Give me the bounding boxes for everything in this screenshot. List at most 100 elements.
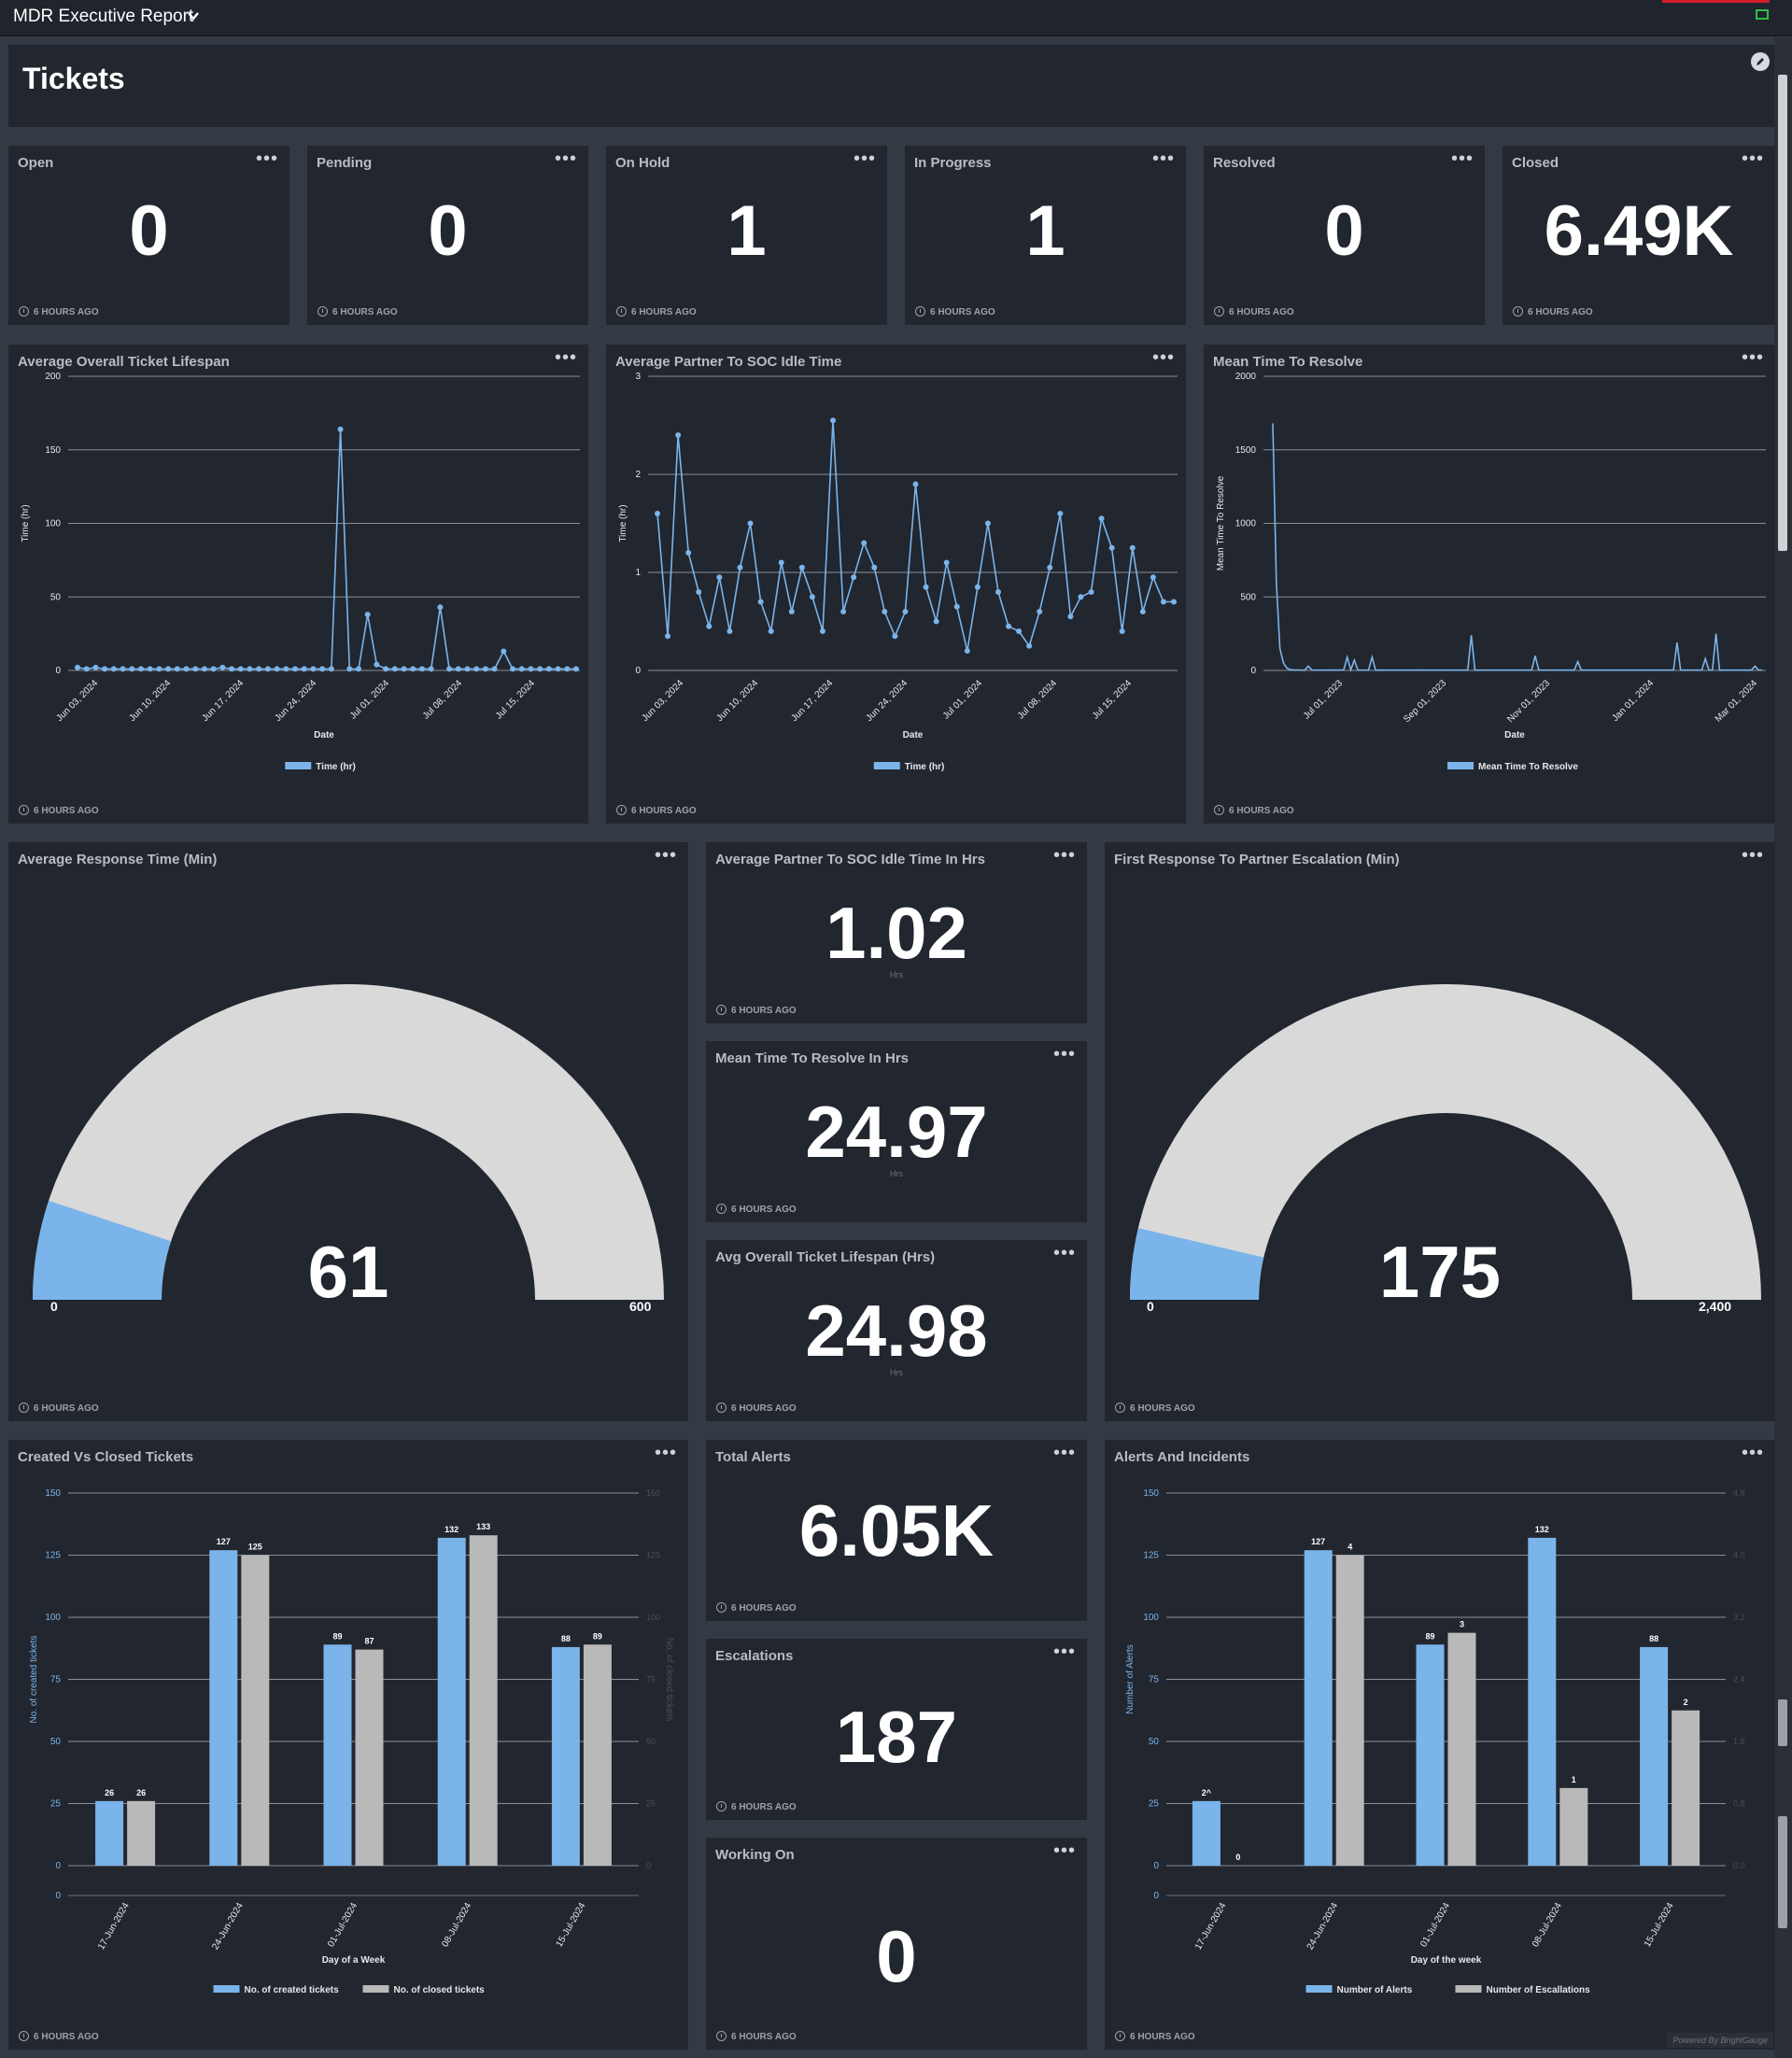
section-header: Tickets [8,45,1775,127]
data-point [696,589,702,595]
legend-swatch [362,1985,389,1993]
legend-label: No. of created tickets [245,1985,340,1995]
more-options-icon[interactable]: ••• [1741,845,1764,866]
data-point [401,666,407,672]
more-options-icon[interactable]: ••• [654,845,677,866]
powered-by-badge[interactable]: Powered By BrightGauge [1667,2033,1773,2048]
data-point [1150,574,1156,581]
more-options-icon[interactable]: ••• [1052,1044,1076,1064]
y-tick-label: 100 [45,519,61,529]
more-options-icon[interactable]: ••• [1052,845,1076,866]
data-point [685,550,692,556]
edit-pencil-icon[interactable] [1751,52,1770,71]
data-point [1006,623,1012,629]
bar [1559,1787,1588,1866]
bar-value-label: 88 [1649,1634,1658,1643]
data-point [871,564,878,571]
data-point [210,666,217,672]
clock-icon [19,2031,29,2041]
data-point [555,666,561,672]
y-tick-label: 150 [45,445,61,456]
more-options-icon[interactable]: ••• [1151,148,1175,169]
data-point [346,666,353,672]
data-point [798,564,805,571]
last-updated: 6 HOURS AGO [19,306,99,317]
metric-title: Total Alerts [715,1449,791,1465]
monitor-icon[interactable] [1756,9,1769,20]
more-options-icon[interactable]: ••• [1741,347,1764,368]
more-options-icon[interactable]: ••• [1052,1642,1076,1662]
y-axis-label: Number of Alerts [1125,1644,1136,1713]
metric-value: 1.02 [825,892,967,974]
data-point [410,666,416,672]
chevron-down-icon[interactable] [187,9,200,22]
more-options-icon[interactable]: ••• [853,148,876,169]
more-options-icon[interactable]: ••• [1052,1443,1076,1463]
data-point [110,666,117,672]
kpi-title: Open [18,155,54,171]
more-options-icon[interactable]: ••• [1741,148,1764,169]
last-updated: 6 HOURS AGO [1115,1403,1195,1414]
data-point [953,603,960,610]
y2-tick-label: 1.6 [1733,1737,1745,1746]
bar [551,1646,580,1866]
last-updated: 6 HOURS AGO [317,306,398,317]
more-options-icon[interactable]: ••• [1450,148,1474,169]
data-point [455,666,461,672]
page-scrollbar[interactable] [1774,37,1792,2058]
data-point [851,574,857,581]
clock-icon [616,306,627,317]
bar [437,1537,466,1866]
data-point [545,666,552,672]
clock-icon [19,306,29,317]
clock-icon [716,1801,727,1811]
data-point [510,666,516,672]
y2-tick-label: 75 [646,1675,656,1684]
scrollbar-thumb[interactable] [1778,75,1787,551]
chart-title: Alerts And Incidents [1114,1449,1250,1465]
report-title-dropdown[interactable]: MDR Executive Report [13,7,194,26]
gauge-fill [33,1200,172,1300]
clock-icon [716,1403,727,1413]
metric-title: Escalations [715,1648,794,1664]
x-axis-label: Date [903,730,924,740]
clock-icon [19,1403,29,1413]
more-options-icon[interactable]: ••• [554,347,577,368]
x-tick-label: Mar 01, 2024 [1714,678,1760,725]
bar [1672,1710,1700,1866]
alerts-incidents-bar-chart: 0 0.0 25 0.8 50 1.6 75 2.4 100 3.2 125 4.0 150 4.8 0 Nu… [1125,1488,1745,1995]
y-tick-label: 0 [1153,1861,1159,1871]
more-options-icon[interactable]: ••• [1741,1443,1764,1463]
data-point [819,628,825,634]
data-point [473,666,480,672]
x-tick-label: 15-Jul-2024 [1643,1901,1676,1950]
data-point [1160,599,1166,605]
more-options-icon[interactable]: ••• [654,1443,677,1463]
y-tick-label: 25 [1149,1799,1160,1810]
series-line [656,420,1174,652]
more-options-icon[interactable]: ••• [255,148,278,169]
gauge-min-label: 0 [1147,1299,1154,1314]
last-updated: 6 HOURS AGO [1513,306,1593,317]
last-updated: 6 HOURS AGO [1115,2031,1195,2042]
data-point [129,666,135,672]
bar [323,1644,352,1866]
data-point [237,666,244,672]
bar-value-label: 3 [1460,1620,1464,1629]
y2-tick-label: 125 [646,1551,660,1560]
data-point [943,559,950,566]
y-tick-label: 100 [45,1613,61,1623]
lifespan-line-chart: 0 50 100 150 200 Time (hr) Jun 03, 2024 Jun 10,… [21,372,580,772]
data-point [1108,544,1115,551]
x-tick-label: 01-Jul-2024 [326,1901,360,1950]
more-options-icon[interactable]: ••• [1052,1243,1076,1263]
chart-title: Average Response Time (Min) [18,852,218,867]
more-options-icon[interactable]: ••• [554,148,577,169]
bar-value-label: 2 [1684,1698,1688,1707]
bar-value-label: 2^ [1202,1788,1212,1797]
data-point [229,666,235,672]
more-options-icon[interactable]: ••• [1151,347,1175,368]
data-point [247,666,253,672]
bar [95,1800,124,1866]
more-options-icon[interactable]: ••• [1052,1840,1076,1861]
